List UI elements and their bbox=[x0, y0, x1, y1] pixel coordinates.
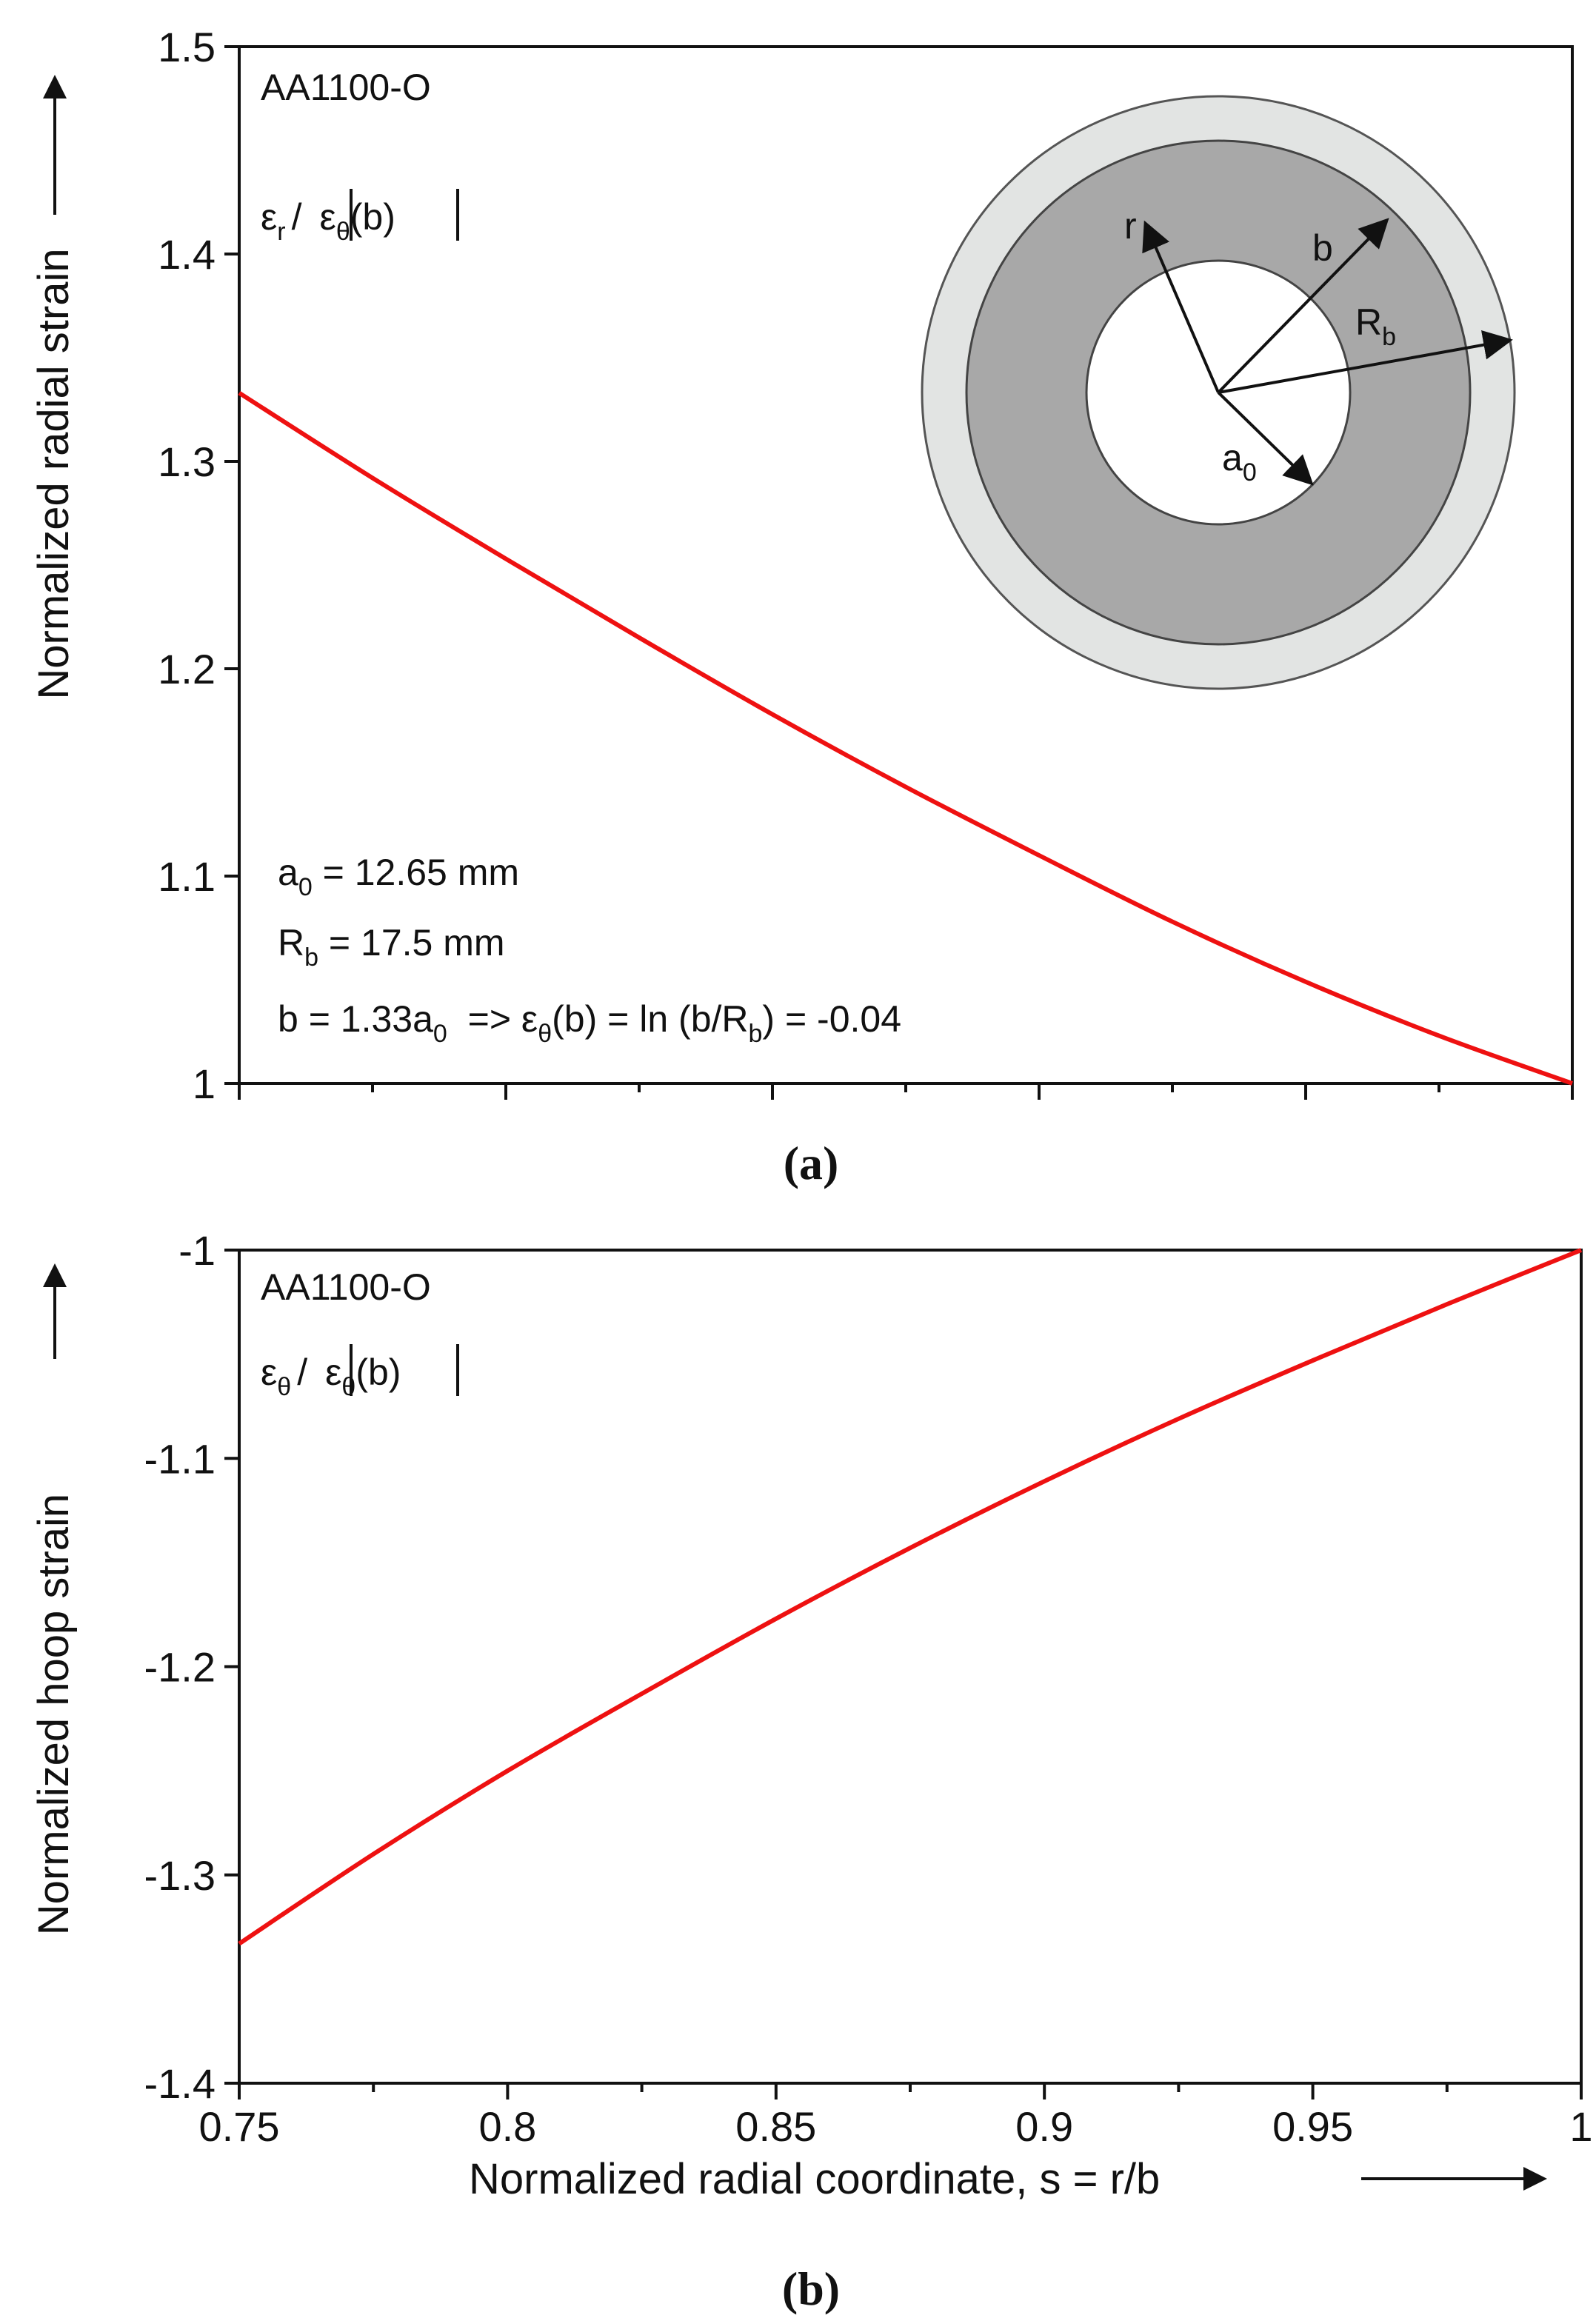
y-tick-label: 1.4 bbox=[158, 231, 216, 278]
arrow-r bbox=[1142, 220, 1220, 393]
x-tick-label: 0.9 bbox=[1015, 2103, 1073, 2150]
annotation-rb: Rb = 17.5 mm bbox=[278, 922, 505, 972]
panel-a-chart: 1 1.1 1.2 1.3 1.4 1.5 r b Rb a0 bbox=[30, 24, 1574, 1189]
panel-b-material: AA1100-O bbox=[261, 1266, 431, 1308]
y-tick-label: -1.1 bbox=[144, 1435, 216, 1482]
y-tick-label: 1.5 bbox=[158, 24, 216, 70]
arrow-a0 bbox=[1217, 391, 1314, 486]
label-r: r bbox=[1124, 205, 1137, 247]
panel-b-x-ticks: 0.75 0.8 0.85 0.9 0.95 1 bbox=[199, 2083, 1593, 2150]
panel-a-formula: εr / εθ(b) bbox=[261, 196, 395, 246]
panel-b-chart: -1.4 -1.3 -1.2 -1.1 -1 0.75 0.8 0.85 0.9 0.95 1 A… bbox=[30, 1227, 1593, 2315]
y-tick-label: 1.3 bbox=[158, 438, 216, 485]
annotation-a0: a0 = 12.65 mm bbox=[278, 852, 519, 901]
x-tick-label: 1 bbox=[1569, 2103, 1592, 2150]
label-b: b bbox=[1312, 227, 1333, 269]
panel-b-label: (b) bbox=[782, 2262, 840, 2315]
y-tick-label: 1 bbox=[193, 1060, 216, 1107]
panel-a-y-axis-label: Normalized radial strain bbox=[30, 248, 78, 699]
panel-b-hoop-strain-curve bbox=[238, 1248, 1583, 1946]
annotation-b: b = 1.33a0 => εθ(b) = ln (b/Rb) = -0.04 bbox=[278, 998, 901, 1048]
y-tick-label: -1.4 bbox=[144, 2060, 216, 2107]
x-tick-label: 0.95 bbox=[1272, 2103, 1353, 2150]
label-rb: Rb bbox=[1355, 301, 1396, 351]
label-a0: a0 bbox=[1222, 437, 1257, 487]
panel-b-plot-frame bbox=[238, 1249, 1583, 2085]
panel-b-y-axis-label: Normalized hoop strain bbox=[30, 1494, 78, 1935]
y-tick-label: -1.3 bbox=[144, 1852, 216, 1899]
panel-b-y-ticks: -1.4 -1.3 -1.2 -1.1 -1 bbox=[144, 1227, 239, 2107]
panel-a-material: AA1100-O bbox=[261, 67, 431, 108]
annulus-diagram: r b Rb a0 bbox=[921, 95, 1516, 690]
x-tick-label: 0.8 bbox=[478, 2103, 536, 2150]
x-tick-label: 0.85 bbox=[735, 2103, 816, 2150]
y-tick-label: 1.1 bbox=[158, 853, 216, 900]
panel-a-y-ticks: 1 1.1 1.2 1.3 1.4 1.5 bbox=[158, 24, 239, 1107]
panel-a-radial-strain-curve bbox=[238, 391, 1574, 1086]
panel-b-x-axis-label: Normalized radial coordinate, s = r/b bbox=[469, 2155, 1160, 2203]
panel-b-formula: εθ / εθ(b) bbox=[261, 1352, 401, 1401]
panel-a-x-ticks bbox=[238, 1083, 1574, 1100]
y-tick-label: -1 bbox=[178, 1227, 216, 1274]
arrow-b bbox=[1217, 218, 1389, 394]
y-tick-label: -1.2 bbox=[144, 1644, 216, 1691]
arrow-rb bbox=[1218, 330, 1513, 394]
x-tick-label: 0.75 bbox=[199, 2103, 280, 2150]
panel-a-label: (a) bbox=[784, 1137, 839, 1189]
y-tick-label: 1.2 bbox=[158, 646, 216, 692]
